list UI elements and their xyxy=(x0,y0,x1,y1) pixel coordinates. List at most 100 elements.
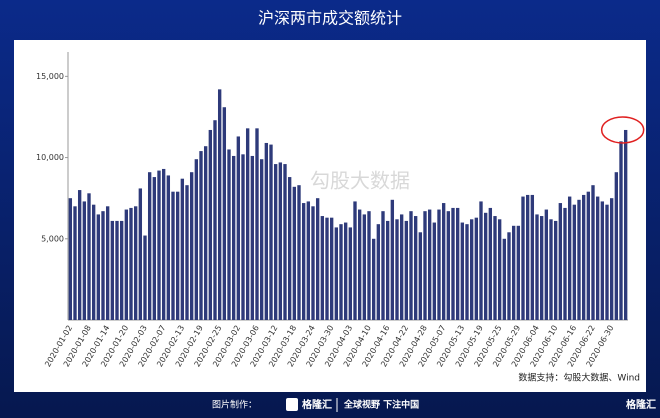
bar xyxy=(614,172,619,320)
bar xyxy=(465,224,469,320)
bar xyxy=(376,224,381,320)
bar xyxy=(600,201,605,320)
bar xyxy=(563,207,567,320)
bar xyxy=(348,227,353,320)
bar xyxy=(269,144,273,320)
bar xyxy=(185,185,189,320)
bar xyxy=(567,196,572,320)
bar xyxy=(353,201,357,320)
bar xyxy=(479,201,483,320)
bar xyxy=(287,177,292,320)
bar xyxy=(409,211,413,320)
bar xyxy=(171,191,175,320)
chart-title: 沪深两市成交额统计 xyxy=(258,9,402,28)
bar xyxy=(474,217,479,320)
bar xyxy=(180,178,185,320)
bar xyxy=(161,168,166,320)
y-tick-label: 10,000 xyxy=(36,153,64,162)
bar xyxy=(91,204,96,320)
bar xyxy=(581,194,586,320)
bar xyxy=(390,199,395,320)
bar xyxy=(329,217,334,320)
bar xyxy=(418,232,423,320)
y-tick-label: 15,000 xyxy=(36,72,64,81)
bar xyxy=(222,107,227,320)
bar xyxy=(619,141,623,320)
bar xyxy=(343,222,348,320)
footer-brand: 格隆汇 xyxy=(302,398,332,411)
bar xyxy=(381,211,385,320)
bar xyxy=(110,220,115,320)
bar xyxy=(203,146,208,320)
bar xyxy=(623,129,628,320)
bar xyxy=(446,211,451,320)
bar xyxy=(278,162,283,320)
bar xyxy=(283,164,287,320)
bar xyxy=(166,175,171,320)
bar xyxy=(497,219,502,320)
bar xyxy=(301,203,306,320)
bar xyxy=(306,201,311,320)
bar xyxy=(572,204,577,320)
bar xyxy=(339,224,343,320)
bar xyxy=(320,216,325,320)
bar xyxy=(367,211,371,320)
bar xyxy=(213,120,217,320)
bar xyxy=(241,154,245,320)
bar xyxy=(101,211,105,320)
bar xyxy=(516,225,521,320)
bar xyxy=(82,201,87,320)
bar xyxy=(357,209,362,320)
bar xyxy=(423,211,427,320)
bar xyxy=(427,209,432,320)
panel xyxy=(14,40,646,392)
bar xyxy=(483,212,488,320)
bar xyxy=(609,198,614,320)
bar xyxy=(194,159,199,320)
bar xyxy=(297,185,301,320)
bar xyxy=(157,170,161,320)
bar xyxy=(577,199,581,320)
bar xyxy=(143,235,147,320)
bar xyxy=(250,155,255,320)
bar xyxy=(227,149,231,320)
bar xyxy=(432,222,437,320)
bar xyxy=(395,219,399,320)
bar xyxy=(152,177,157,320)
bar xyxy=(525,194,530,320)
bar xyxy=(138,188,143,320)
bar xyxy=(245,128,250,320)
bar xyxy=(502,238,507,320)
bar xyxy=(549,219,553,320)
bar xyxy=(399,214,404,320)
bar xyxy=(315,198,320,320)
bar xyxy=(460,222,465,320)
footer-made-by: 图片制作： xyxy=(212,399,257,411)
bar xyxy=(208,129,213,320)
bar xyxy=(469,219,474,320)
bar xyxy=(521,196,525,320)
bar xyxy=(133,206,138,320)
bar xyxy=(217,89,222,320)
bar xyxy=(68,198,73,320)
bar xyxy=(558,203,563,320)
bar xyxy=(455,207,460,320)
bar xyxy=(255,128,259,320)
bar xyxy=(124,209,129,320)
bar xyxy=(129,207,133,320)
bar xyxy=(362,214,367,320)
bar xyxy=(115,220,119,320)
bar xyxy=(605,204,609,320)
bar xyxy=(292,186,297,320)
bar xyxy=(511,225,516,320)
bar xyxy=(311,206,315,320)
bar xyxy=(437,209,441,320)
watermark: 勾股大数据 xyxy=(310,169,410,193)
bar xyxy=(119,220,124,320)
bar xyxy=(591,185,595,320)
logo xyxy=(286,398,298,411)
bar xyxy=(535,214,539,320)
bar xyxy=(586,191,591,320)
bar xyxy=(539,216,544,320)
